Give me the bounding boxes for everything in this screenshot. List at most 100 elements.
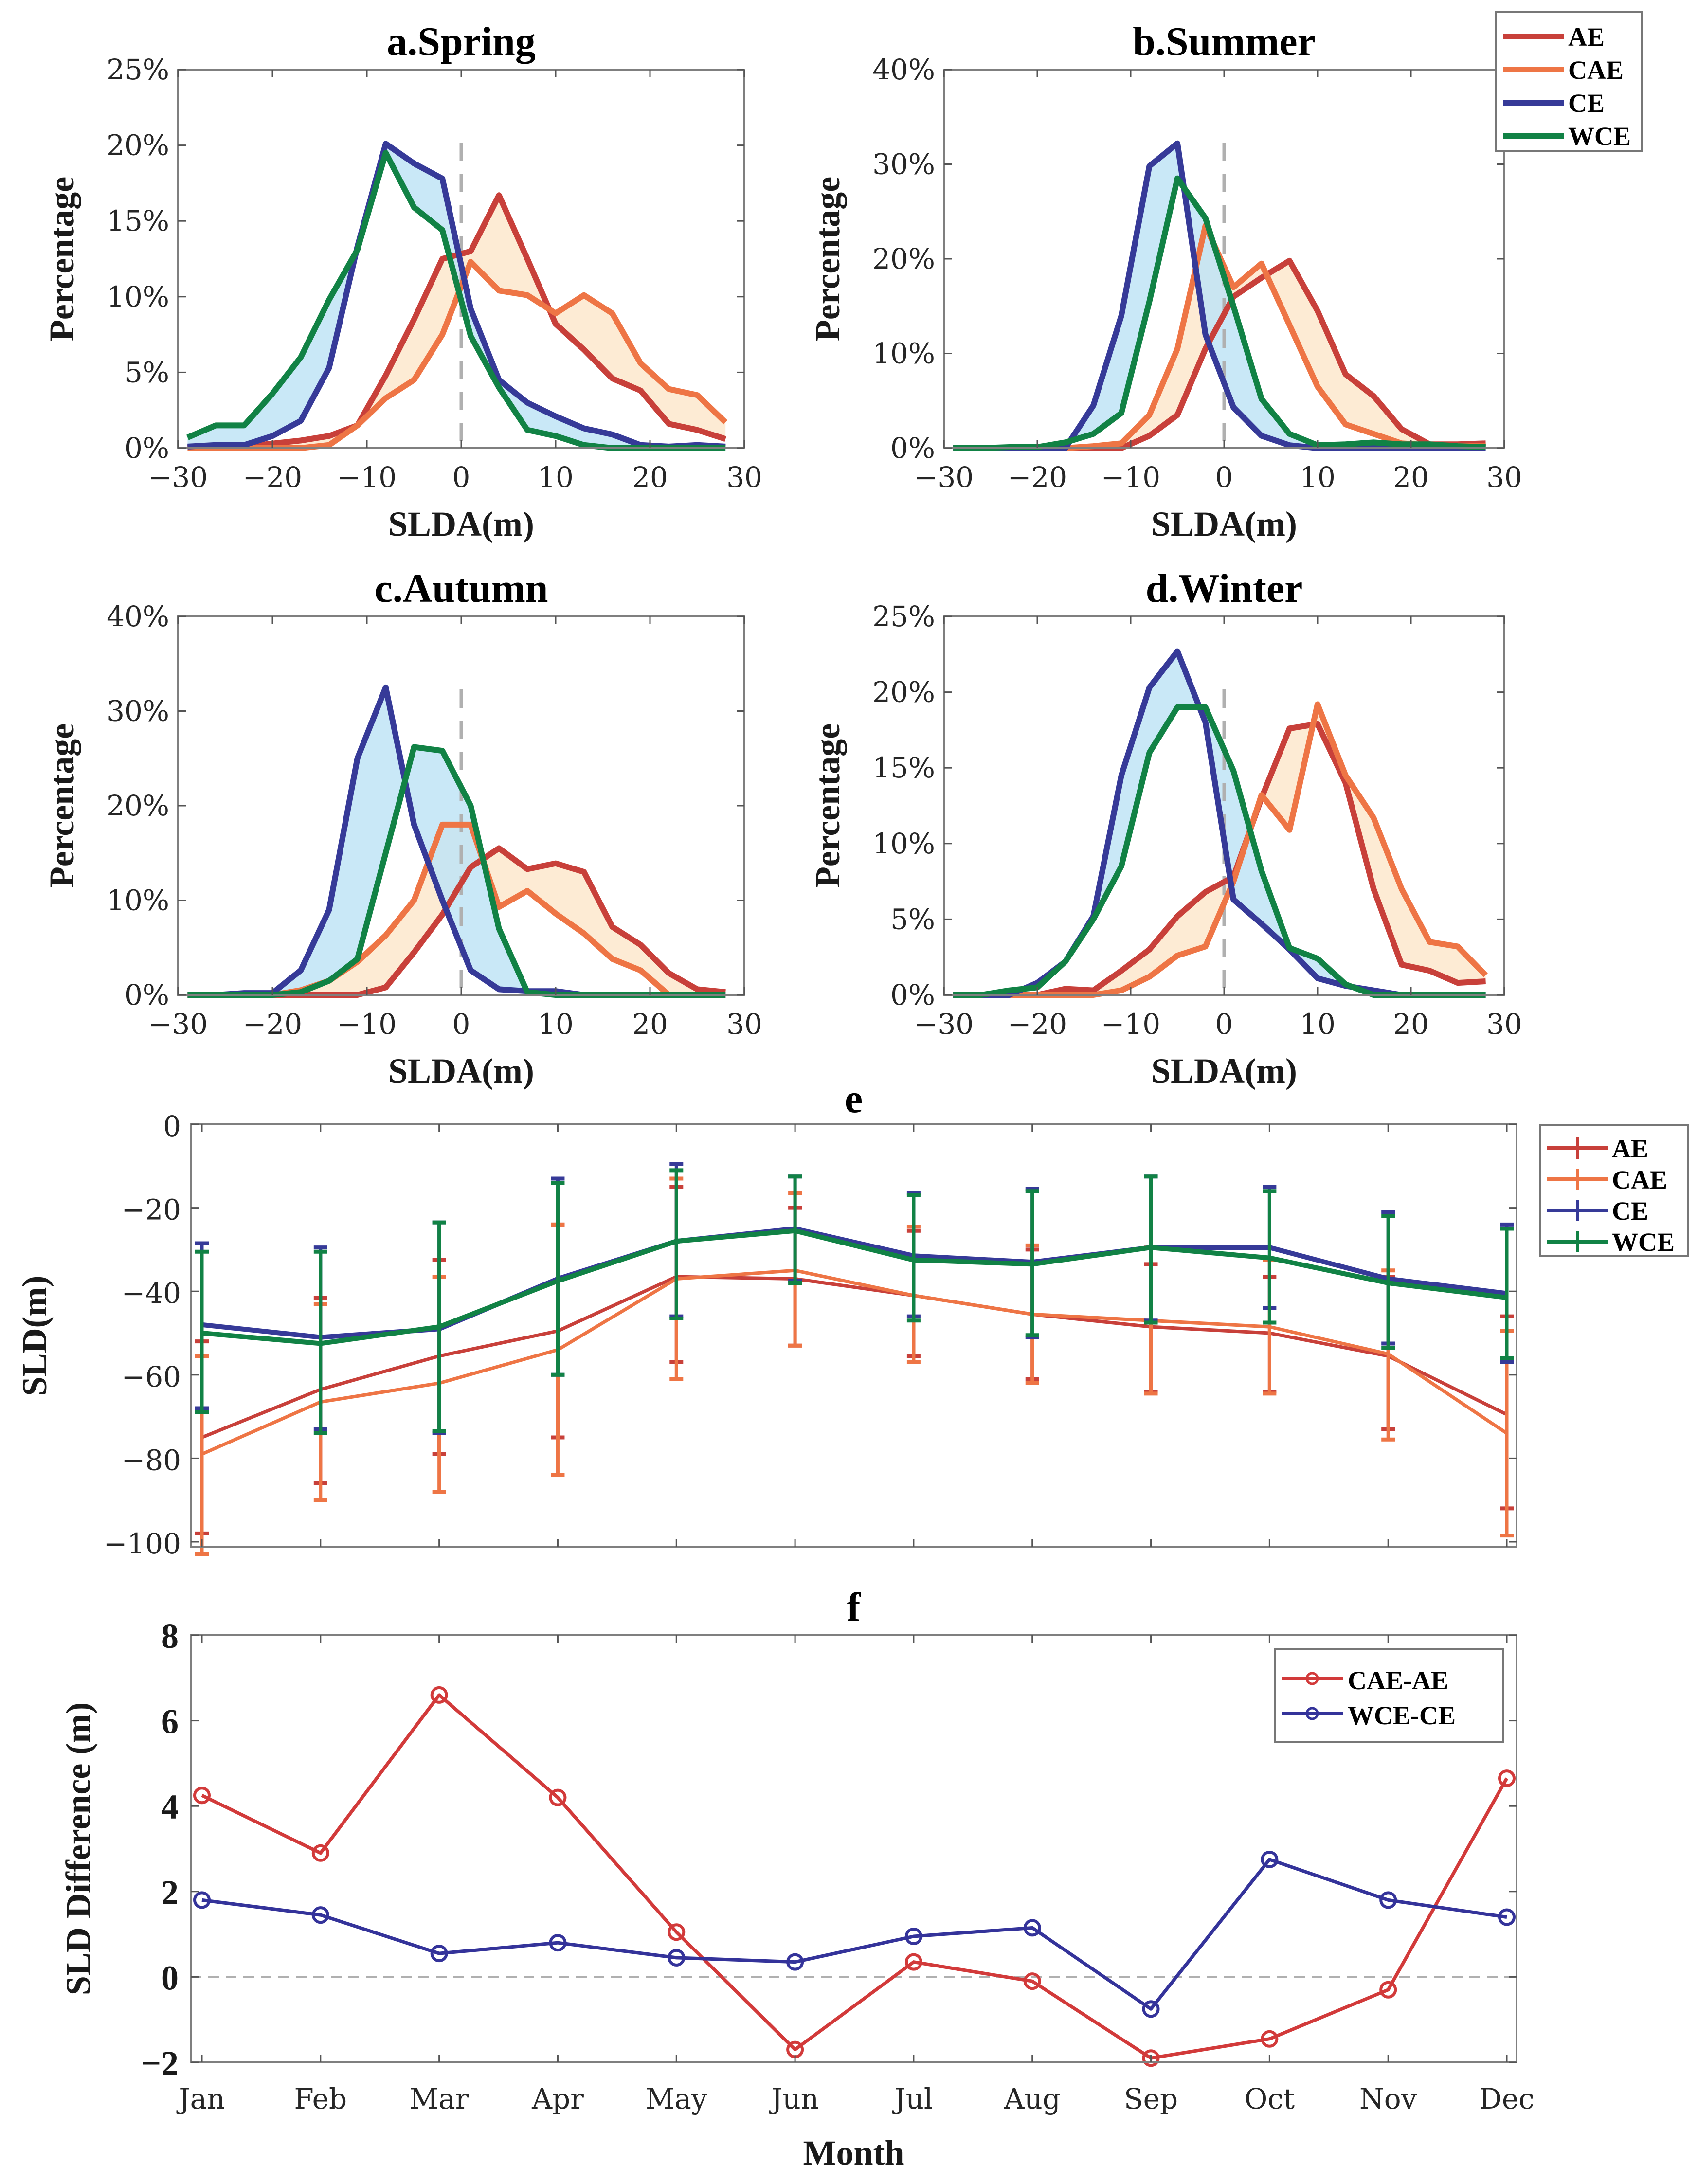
x-tick-label: Mar	[410, 2082, 469, 2115]
axes-frame	[190, 1634, 1517, 2063]
x-tick-label: Jan	[176, 2082, 225, 2115]
legend-label-wce: WCE	[1612, 1227, 1675, 1257]
y-tick-label: 6	[161, 1702, 179, 1741]
y-tick-label: −40	[122, 1277, 181, 1310]
x-tick-label: −20	[1008, 461, 1067, 494]
series-line-cae	[201, 1268, 1508, 1456]
data-point-wce-ce	[311, 1906, 329, 1924]
y-tick-label: 10%	[107, 280, 169, 313]
y-tick-label: 10%	[872, 827, 935, 860]
y-tick-label: 10%	[107, 884, 169, 917]
x-tick-label: Apr	[531, 2082, 584, 2115]
data-point-wce-ce	[1261, 1850, 1279, 1868]
x-tick-label: −20	[243, 1008, 302, 1041]
y-tick-label: 8	[161, 1617, 179, 1656]
y-axis-title: Percentage	[808, 177, 847, 341]
x-tick-label: 10	[1300, 1008, 1336, 1041]
data-point-wce-ce	[193, 1891, 211, 1909]
x-tick-label: Jul	[892, 2082, 933, 2115]
y-tick-label: 20%	[107, 129, 169, 162]
y-tick-label: −80	[122, 1444, 181, 1477]
x-tick-label: 30	[1486, 1008, 1522, 1041]
data-point-wce-ce	[1379, 1891, 1397, 1909]
panel-title: c.Autumn	[374, 566, 548, 611]
data-point-wce-ce	[786, 1953, 804, 1971]
x-axis-title: SLDA(m)	[1151, 505, 1297, 543]
x-tick-label: Jun	[769, 2082, 819, 2115]
x-tick-label: Dec	[1479, 2082, 1534, 2115]
y-tick-label: 25%	[107, 53, 169, 86]
x-tick-label: Oct	[1245, 2082, 1295, 2115]
legend-label-cae: CAE	[1568, 55, 1624, 85]
y-tick-label: −60	[122, 1360, 181, 1393]
legend-label-ce: CE	[1612, 1196, 1648, 1226]
panel-title: d.Winter	[1146, 566, 1303, 611]
data-point-wce-ce	[549, 1934, 567, 1952]
y-tick-label: 10%	[872, 337, 935, 370]
data-point-cae-ae	[549, 1788, 567, 1806]
x-tick-label: −30	[914, 1008, 974, 1041]
data-point-wce-ce	[1023, 1919, 1041, 1937]
x-tick-label: −30	[148, 1008, 208, 1041]
y-tick-label: 20%	[872, 242, 935, 275]
y-tick-label: 20%	[872, 676, 935, 709]
legend-marker-cae-ae	[1305, 1672, 1319, 1685]
panel-spring: a.Spring −30 −20 −10 0 10 20 30 0% 5% 10% 15% 20% 25%…	[42, 19, 762, 543]
y-axis-title: Percentage	[42, 177, 81, 341]
series-line-cae-ae	[201, 1693, 1509, 2060]
y-axis-title: Percentage	[808, 723, 847, 888]
data-point-wce-ce	[1498, 1908, 1516, 1926]
x-tick-label: 30	[726, 461, 762, 494]
x-tick-label: 0	[452, 461, 470, 494]
x-tick-label: 0	[1215, 461, 1233, 494]
data-point-wce-ce	[904, 1927, 922, 1945]
y-tick-label: 15%	[107, 204, 169, 237]
y-tick-label: 30%	[107, 695, 169, 728]
panel-title: b.Summer	[1133, 19, 1316, 64]
x-tick-label: 10	[1300, 461, 1336, 494]
legend-label-cae-ae: CAE-AE	[1348, 1666, 1448, 1695]
x-tick-label: 10	[538, 1008, 574, 1041]
y-tick-label: −100	[104, 1527, 181, 1560]
x-tick-label: 20	[1393, 1008, 1429, 1041]
data-point-wce-ce	[668, 1949, 686, 1967]
x-axis-title: SLDA(m)	[1151, 1051, 1297, 1090]
x-tick-label: 0	[1215, 1008, 1233, 1041]
data-point-cae-ae	[1023, 1972, 1041, 1990]
panel-title: a.Spring	[387, 19, 536, 64]
y-tick-label: 0	[163, 1110, 181, 1143]
axes-frame	[190, 1123, 1517, 1548]
y-tick-label: 0%	[125, 978, 169, 1011]
x-tick-label: 30	[726, 1008, 762, 1041]
panel-winter: d.Winter −30 −20 −10 0 10 20 30 0% 5% 10% 15% 20% 25%…	[808, 566, 1522, 1090]
series-line-wce	[953, 175, 1486, 451]
y-axis-title: SLD(m)	[15, 1276, 54, 1396]
x-axis-title: SLDA(m)	[388, 505, 534, 543]
x-tick-label: −20	[243, 461, 302, 494]
y-tick-label: 0%	[125, 432, 169, 465]
warm-eddy-fill	[953, 704, 1486, 995]
y-tick-label: 25%	[872, 600, 935, 633]
legend-marker-wce-ce	[1305, 1707, 1319, 1720]
data-point-cae-ae	[1142, 2049, 1160, 2067]
series-line-ae	[201, 1275, 1508, 1439]
series-line-wce	[201, 1228, 1507, 1346]
series-line-wce-ce	[201, 1858, 1507, 2011]
x-tick-label: 30	[1486, 461, 1522, 494]
x-tick-label: 0	[452, 1008, 470, 1041]
axes-frame	[943, 69, 1505, 449]
data-point-cae-ae	[193, 1787, 211, 1805]
legend: CAE-AE WCE-CE	[1274, 1648, 1504, 1743]
legend-label-ae: AE	[1612, 1134, 1648, 1163]
legend-label-wce: WCE	[1568, 122, 1631, 151]
x-tick-label: 20	[632, 1008, 668, 1041]
x-tick-label: 20	[1393, 461, 1429, 494]
y-tick-label: 4	[161, 1787, 179, 1826]
y-tick-label: −20	[122, 1193, 181, 1227]
data-point-cae-ae	[904, 1953, 922, 1971]
x-tick-label: Aug	[1004, 2082, 1061, 2115]
legend-label-wce-ce: WCE-CE	[1348, 1701, 1456, 1730]
